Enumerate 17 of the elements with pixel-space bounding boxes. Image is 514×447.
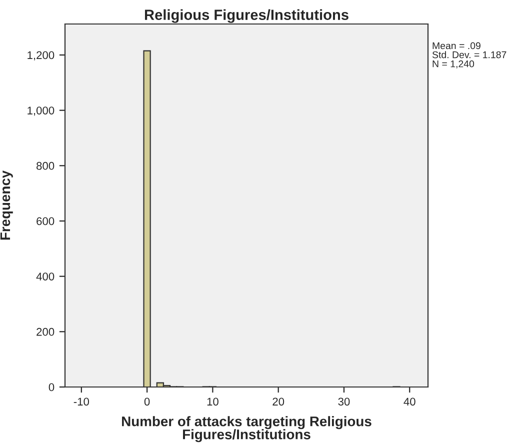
- x-tick-label: 10: [207, 398, 218, 406]
- chart-title: Religious Figures/Institutions: [144, 9, 348, 23]
- x-tick-label: -10: [74, 398, 90, 406]
- y-tick-label: 800: [36, 162, 54, 170]
- y-tick-label: 200: [36, 328, 54, 336]
- y-tick-label: 400: [36, 272, 54, 280]
- x-axis-title: Number of attacks targeting Religious Figures/Institutions: [122, 416, 372, 442]
- y-tick-label: 1,000: [28, 106, 54, 116]
- x-tick-label: 30: [338, 398, 350, 406]
- x-tick-label: 40: [404, 398, 416, 406]
- y-tick-label: 600: [36, 217, 54, 226]
- text: Mean = .09 Std. Dev. = 1.187 N = 1,240: [432, 42, 506, 68]
- x-tick-label: 20: [272, 398, 284, 406]
- x-tick-label: 0: [144, 398, 150, 406]
- y-axis-title: Frequency: [0, 170, 13, 240]
- y-tick-label: 0: [48, 383, 54, 392]
- y-tick-label: 1,200: [28, 51, 54, 60]
